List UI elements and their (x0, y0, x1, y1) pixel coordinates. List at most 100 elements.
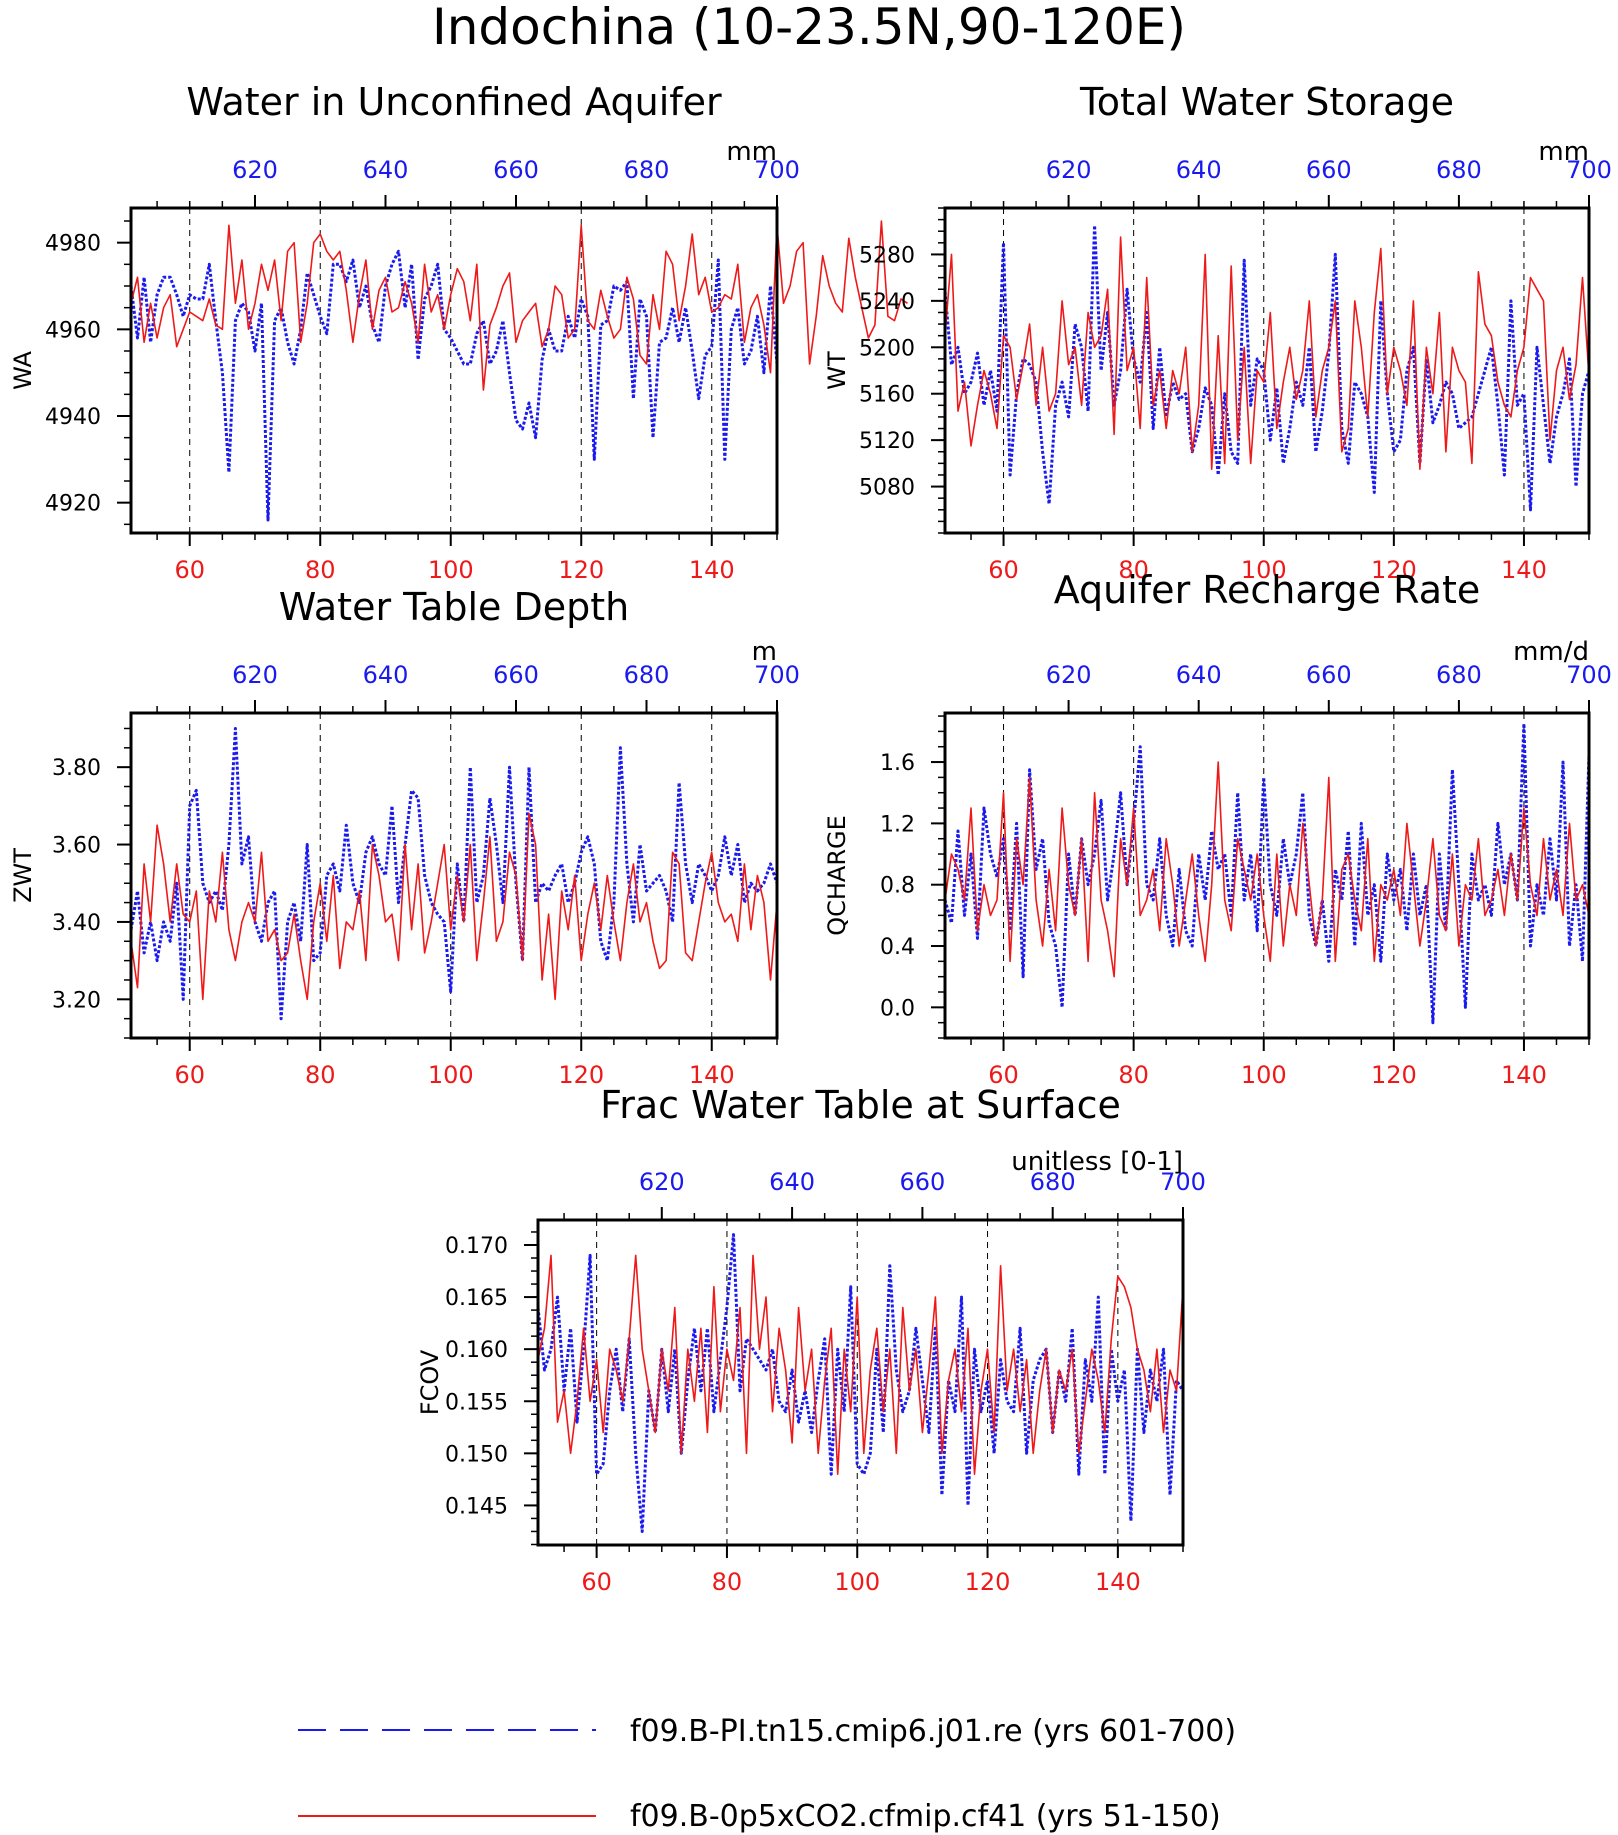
legend: f09.B-PI.tn15.cmip6.j01.re (yrs 601-700)… (298, 1714, 1236, 1834)
x-tick-label: 100 (834, 1568, 880, 1596)
x-tick-label: 60 (988, 556, 1019, 584)
y-tick-label: 3.20 (52, 988, 101, 1013)
series-line-red (537, 1254, 1184, 1475)
x-tick-label: 100 (1241, 556, 1287, 584)
y-tick-label: 0.155 (445, 1390, 508, 1415)
x-top-tick-label: 680 (1030, 1168, 1076, 1196)
x-top-tick-label: 660 (493, 661, 539, 689)
series-line-red (944, 761, 1590, 978)
plot-frame (943, 206, 1591, 535)
units-label-wt: mm (1538, 137, 1589, 167)
x-tick-label: 60 (174, 1061, 205, 1089)
x-tick-label: 140 (1501, 556, 1547, 584)
x-top-tick-label: 680 (1436, 661, 1482, 689)
y-axis-label-zwt: ZWT (9, 848, 37, 903)
panel-qcharge: Aquifer Recharge Rate mm/d QCHARGE 60 80 100 1… (823, 568, 1612, 1089)
y-tick-label: 5120 (859, 429, 915, 454)
x-tick-label: 120 (558, 556, 604, 584)
y-tick-label: 0.160 (445, 1338, 508, 1363)
x-tick-label: 140 (689, 556, 735, 584)
x-top-tick-label: 700 (754, 661, 800, 689)
plot-frame (943, 711, 1591, 1040)
x-top-tick-label: 640 (1176, 156, 1222, 184)
x-top-tick-label: 660 (1306, 661, 1352, 689)
x-top-tick-label: 660 (493, 156, 539, 184)
panel-title-wt: Total Water Storage (1079, 80, 1454, 124)
units-label-qcharge: mm/d (1513, 637, 1589, 667)
series-line-blue (943, 223, 1591, 512)
legend-blue-label: f09.B-PI.tn15.cmip6.j01.re (yrs 601-700) (630, 1714, 1236, 1749)
x-tick-label: 120 (1371, 1061, 1417, 1089)
y-tick-label: 0.165 (445, 1286, 508, 1311)
y-tick-label: 4920 (45, 492, 101, 517)
x-tick-label: 120 (1371, 556, 1417, 584)
x-top-tick-label: 660 (899, 1168, 945, 1196)
x-top-tick-label: 660 (1306, 156, 1352, 184)
y-tick-label: 0.8 (880, 874, 915, 899)
plot-frame (129, 206, 779, 535)
legend-red-label: f09.B-0p5xCO2.cfmip.cf41 (yrs 51-150) (630, 1799, 1221, 1834)
panel-title-zwt: Water Table Depth (279, 585, 630, 629)
x-tick-label: 80 (305, 1061, 336, 1089)
y-tick-label: 3.80 (52, 756, 101, 781)
series-line-red (130, 220, 908, 391)
y-axis-label-qcharge: QCHARGE (823, 815, 851, 936)
series-line-blue (129, 249, 779, 522)
page-title: Indochina (10-23.5N,90-120E) (432, 0, 1186, 56)
x-tick-label: 100 (428, 1061, 474, 1089)
y-tick-label: 1.6 (880, 751, 915, 776)
x-top-tick-label: 680 (624, 661, 670, 689)
units-label-fcov: unitless [0-1] (1011, 1147, 1183, 1177)
x-top-tick-label: 640 (1176, 661, 1222, 689)
x-top-tick-label: 640 (769, 1168, 815, 1196)
y-tick-label: 0.4 (880, 935, 915, 960)
series-line-red (944, 236, 1590, 471)
x-tick-label: 60 (988, 1061, 1019, 1089)
x-tick-label: 140 (689, 1061, 735, 1089)
plot-frame (129, 711, 779, 1040)
x-top-tick-label: 620 (639, 1168, 685, 1196)
y-tick-label: 5160 (859, 383, 915, 408)
x-top-tick-label: 700 (1160, 1168, 1206, 1196)
y-tick-label: 3.60 (52, 834, 101, 859)
y-tick-label: 0.150 (445, 1442, 508, 1467)
y-axis-label-fcov: FCOV (416, 1349, 444, 1415)
y-tick-label: 0.170 (445, 1234, 508, 1259)
y-tick-label: 4980 (45, 232, 101, 257)
x-top-tick-label: 700 (754, 156, 800, 184)
series-line-red (130, 812, 778, 1001)
y-tick-label: 4940 (45, 405, 101, 430)
x-tick-label: 80 (712, 1568, 743, 1596)
x-tick-label: 60 (581, 1568, 612, 1596)
y-tick-label: 3.40 (52, 911, 101, 936)
x-tick-label: 100 (428, 556, 474, 584)
x-top-tick-label: 620 (1046, 156, 1092, 184)
panel-title-qcharge: Aquifer Recharge Rate (1054, 568, 1481, 612)
series-line-blue (129, 727, 779, 1021)
x-tick-label: 80 (1118, 1061, 1149, 1089)
y-tick-label: 5080 (859, 476, 915, 501)
y-tick-label: 1.2 (880, 812, 915, 837)
x-top-tick-label: 640 (363, 661, 409, 689)
units-label-zwt: m (752, 637, 777, 667)
x-top-tick-label: 620 (232, 661, 278, 689)
panel-wt: Total Water Storage mm WT 60 80 100 120 140 620 6… (823, 80, 1612, 584)
x-tick-label: 140 (1501, 1061, 1547, 1089)
x-tick-label: 60 (174, 556, 205, 584)
x-top-tick-label: 700 (1566, 156, 1612, 184)
y-tick-label: 5200 (859, 336, 915, 361)
panel-title-wa: Water in Unconfined Aquifer (186, 80, 722, 124)
x-top-tick-label: 680 (1436, 156, 1482, 184)
plot-frame (536, 1218, 1185, 1547)
y-tick-label: 5240 (859, 290, 915, 315)
panel-zwt: Water Table Depth m ZWT 60 80 100 120 140 620 640… (9, 585, 800, 1089)
series-line-blue (943, 722, 1591, 1025)
panel-fcov: Frac Water Table at Surface unitless [0-1… (416, 1083, 1206, 1596)
y-tick-label: 4960 (45, 318, 101, 343)
x-top-tick-label: 620 (1046, 661, 1092, 689)
y-tick-label: 0.145 (445, 1494, 508, 1519)
panel-title-fcov: Frac Water Table at Surface (600, 1083, 1121, 1127)
